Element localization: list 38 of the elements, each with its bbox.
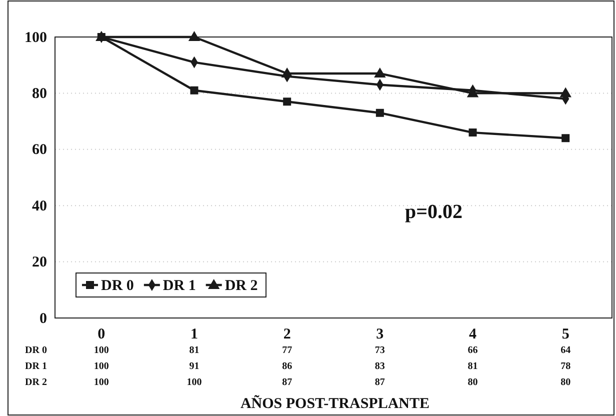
x-tick-label: 3 xyxy=(376,326,384,343)
data-label: 100 xyxy=(94,361,109,372)
data-label: 83 xyxy=(374,361,385,372)
text: DR 0 xyxy=(25,345,47,356)
data-label: 81 xyxy=(468,361,478,372)
y-tick-label: 100 xyxy=(24,30,47,46)
data-label: 100 xyxy=(94,345,109,356)
x-tick-label: 0 xyxy=(98,326,106,343)
x-tick-label: 2 xyxy=(283,326,291,343)
x-tick-label: 4 xyxy=(469,326,477,343)
y-tick-label: 60 xyxy=(32,142,47,158)
data-label: 78 xyxy=(560,361,571,372)
data-label: 73 xyxy=(374,345,385,356)
x-tick-label: 5 xyxy=(562,326,570,343)
data-label: 77 xyxy=(282,345,292,356)
data-label: 91 xyxy=(189,361,200,372)
legend-label: DR 0 xyxy=(101,278,134,294)
data-label: 87 xyxy=(374,377,385,388)
data-label: 66 xyxy=(468,345,478,356)
data-label: 64 xyxy=(560,345,571,356)
data-label: 86 xyxy=(282,361,292,372)
data-label: 87 xyxy=(282,377,292,388)
x-tick-label: 1 xyxy=(190,326,198,343)
y-tick-label: 0 xyxy=(40,310,47,327)
data-label: 81 xyxy=(189,345,200,356)
legend-label: DR 2 xyxy=(224,278,258,294)
data-label: 80 xyxy=(560,377,571,388)
data-label: 100 xyxy=(186,377,202,388)
annotation: p=0.02 xyxy=(404,201,463,224)
y-tick-label: 80 xyxy=(32,86,47,102)
data-label: 100 xyxy=(94,377,109,388)
y-tick-label: 40 xyxy=(32,198,47,214)
text: DR 1 xyxy=(25,361,47,372)
text: DR 2 xyxy=(25,377,47,388)
legend-label: DR 1 xyxy=(162,278,196,294)
data-label: 80 xyxy=(468,377,478,388)
x-axis-title: AÑOS POST-TRASPLANTE xyxy=(240,395,430,412)
y-tick-label: 20 xyxy=(32,254,47,271)
